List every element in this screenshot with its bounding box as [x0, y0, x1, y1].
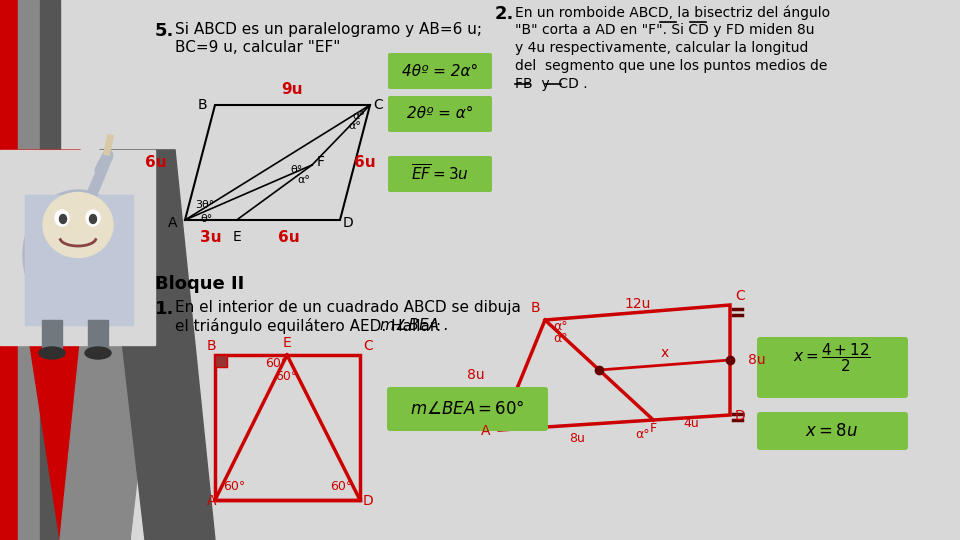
Ellipse shape — [23, 190, 133, 320]
Text: 4θº = 2α°: 4θº = 2α° — [402, 64, 478, 78]
Text: $m\angle BEA = 60°$: $m\angle BEA = 60°$ — [410, 400, 524, 418]
FancyBboxPatch shape — [387, 387, 548, 431]
Text: En el interior de un cuadrado ABCD se dibuja: En el interior de un cuadrado ABCD se di… — [175, 300, 521, 315]
FancyBboxPatch shape — [388, 156, 492, 192]
Text: 60°: 60° — [223, 480, 245, 493]
Text: 5.: 5. — [155, 22, 175, 40]
Text: "B" corta a AD en "F". Si CD y FD miden 8u: "B" corta a AD en "F". Si CD y FD miden … — [515, 23, 814, 37]
Text: 60°: 60° — [265, 357, 287, 370]
Text: A: A — [207, 494, 217, 508]
Text: F: F — [317, 155, 325, 169]
Text: α°: α° — [553, 320, 567, 333]
Text: 60°: 60° — [275, 370, 298, 383]
Text: Bloque II: Bloque II — [155, 275, 244, 293]
Text: E: E — [232, 230, 241, 244]
Text: y 4u respectivamente, calcular la longitud: y 4u respectivamente, calcular la longit… — [515, 41, 808, 55]
Text: E: E — [282, 336, 292, 350]
Text: 9u: 9u — [281, 82, 303, 97]
Text: $x = 8u$: $x = 8u$ — [805, 422, 858, 440]
Text: el triángulo equilátero AED. Hallar:: el triángulo equilátero AED. Hallar: — [175, 318, 446, 334]
Bar — [25, 195, 133, 325]
Polygon shape — [60, 150, 175, 540]
Text: θ°: θ° — [200, 214, 212, 224]
Ellipse shape — [86, 210, 100, 226]
Text: 6u: 6u — [354, 155, 375, 170]
Text: 3θ°: 3θ° — [195, 200, 214, 210]
Text: 6u: 6u — [145, 155, 167, 170]
Text: 12u: 12u — [624, 297, 651, 311]
Text: B: B — [530, 301, 540, 315]
Bar — [42, 320, 62, 350]
Text: m∠BEA .: m∠BEA . — [380, 318, 448, 333]
Text: B: B — [198, 98, 207, 112]
Text: α°: α° — [297, 175, 310, 185]
Bar — [215, 355, 227, 367]
Text: FB  y  CD .: FB y CD . — [515, 77, 588, 91]
Text: D: D — [363, 494, 373, 508]
Text: BC=9 u, calcular "EF": BC=9 u, calcular "EF" — [175, 40, 341, 55]
Text: x: x — [660, 346, 669, 360]
Text: C: C — [735, 289, 745, 303]
Text: $x = \dfrac{4+12}{2}$: $x = \dfrac{4+12}{2}$ — [793, 342, 871, 374]
FancyBboxPatch shape — [757, 412, 908, 450]
Text: En un romboide ABCD, la bisectriz del ángulo: En un romboide ABCD, la bisectriz del án… — [515, 5, 830, 19]
Text: θ°: θ° — [290, 165, 302, 175]
Text: 2θº = α°: 2θº = α° — [407, 106, 473, 122]
Text: 4u: 4u — [684, 417, 700, 430]
FancyBboxPatch shape — [757, 337, 908, 398]
Bar — [18, 0, 40, 540]
Text: 8u: 8u — [568, 432, 585, 445]
Bar — [0, 0, 18, 540]
Text: 8u: 8u — [468, 368, 485, 382]
Text: A: A — [167, 216, 177, 230]
Ellipse shape — [43, 192, 113, 258]
Text: del  segmento que une los puntos medios de: del segmento que une los puntos medios d… — [515, 59, 828, 73]
Text: Si ABCD es un paralelogramo y AB=6 u;: Si ABCD es un paralelogramo y AB=6 u; — [175, 22, 482, 37]
Text: 2.: 2. — [495, 5, 515, 23]
Text: α°: α° — [636, 428, 650, 441]
FancyBboxPatch shape — [388, 96, 492, 132]
Text: α°: α° — [553, 332, 567, 345]
Text: 6u: 6u — [277, 230, 300, 245]
Bar — [0, 150, 155, 345]
Text: C: C — [373, 98, 383, 112]
Ellipse shape — [85, 347, 111, 359]
Text: A: A — [481, 424, 490, 438]
Text: B: B — [207, 339, 217, 353]
FancyBboxPatch shape — [388, 53, 492, 89]
Text: $\overline{EF}=3u$: $\overline{EF}=3u$ — [411, 164, 468, 184]
Text: α°: α° — [348, 121, 361, 131]
Polygon shape — [0, 150, 130, 540]
Text: 60°: 60° — [330, 480, 352, 493]
Ellipse shape — [39, 347, 65, 359]
Text: D: D — [343, 216, 353, 230]
Text: 8u: 8u — [748, 353, 766, 367]
Text: α°: α° — [352, 111, 365, 121]
Text: 1.: 1. — [155, 300, 175, 318]
Text: C: C — [363, 339, 372, 353]
Text: 3u: 3u — [200, 230, 222, 245]
Bar — [88, 320, 108, 350]
Polygon shape — [100, 150, 215, 540]
Ellipse shape — [55, 210, 69, 226]
Bar — [40, 0, 60, 540]
Text: F: F — [650, 422, 657, 435]
Ellipse shape — [60, 214, 66, 224]
Text: D: D — [735, 409, 746, 423]
Ellipse shape — [89, 214, 97, 224]
